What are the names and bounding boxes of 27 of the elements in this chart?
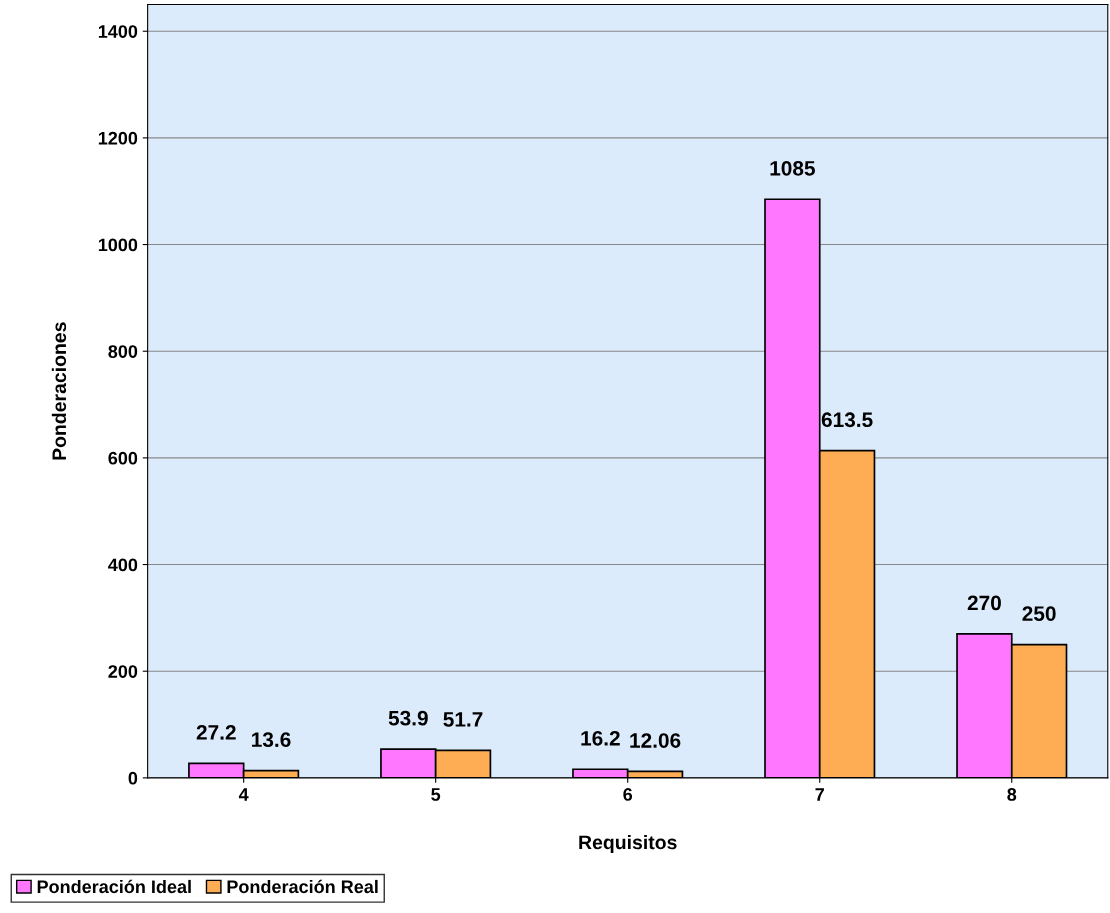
x-tick-label: 7 bbox=[815, 788, 824, 801]
y-axis-title: Ponderaciones bbox=[51, 322, 67, 460]
y-tick-label: 0 bbox=[128, 771, 138, 785]
y-tick-label: 1200 bbox=[98, 131, 138, 145]
y-tick-label: 600 bbox=[108, 451, 138, 465]
y-tick-label: 200 bbox=[108, 665, 138, 678]
data-label: 613.5 bbox=[821, 412, 873, 428]
legend-label: Ponderación Ideal bbox=[37, 879, 191, 894]
legend-label: Ponderación Real bbox=[227, 879, 378, 894]
data-label: 27.2 bbox=[196, 725, 236, 740]
x-axis-title: Requisitos bbox=[579, 834, 677, 854]
data-label: 12.06 bbox=[630, 733, 681, 748]
x-tick-label: 8 bbox=[1007, 788, 1017, 801]
data-label: 13.6 bbox=[252, 732, 291, 748]
y-tick-label: 1000 bbox=[98, 238, 138, 252]
y-tick-label: 800 bbox=[108, 345, 138, 358]
data-label: 250 bbox=[1022, 606, 1056, 621]
y-tick-label: 1400 bbox=[98, 25, 138, 38]
x-tick-label: 5 bbox=[431, 788, 441, 801]
data-label: 51.7 bbox=[443, 712, 483, 727]
data-label: 16.2 bbox=[581, 730, 620, 746]
data-label: 53.9 bbox=[388, 710, 428, 726]
data-label: 270 bbox=[967, 595, 1001, 611]
y-tick-label: 400 bbox=[108, 558, 138, 572]
x-tick-label: 4 bbox=[238, 788, 249, 801]
data-label: 1085 bbox=[770, 160, 815, 176]
x-tick-label: 6 bbox=[623, 788, 633, 801]
